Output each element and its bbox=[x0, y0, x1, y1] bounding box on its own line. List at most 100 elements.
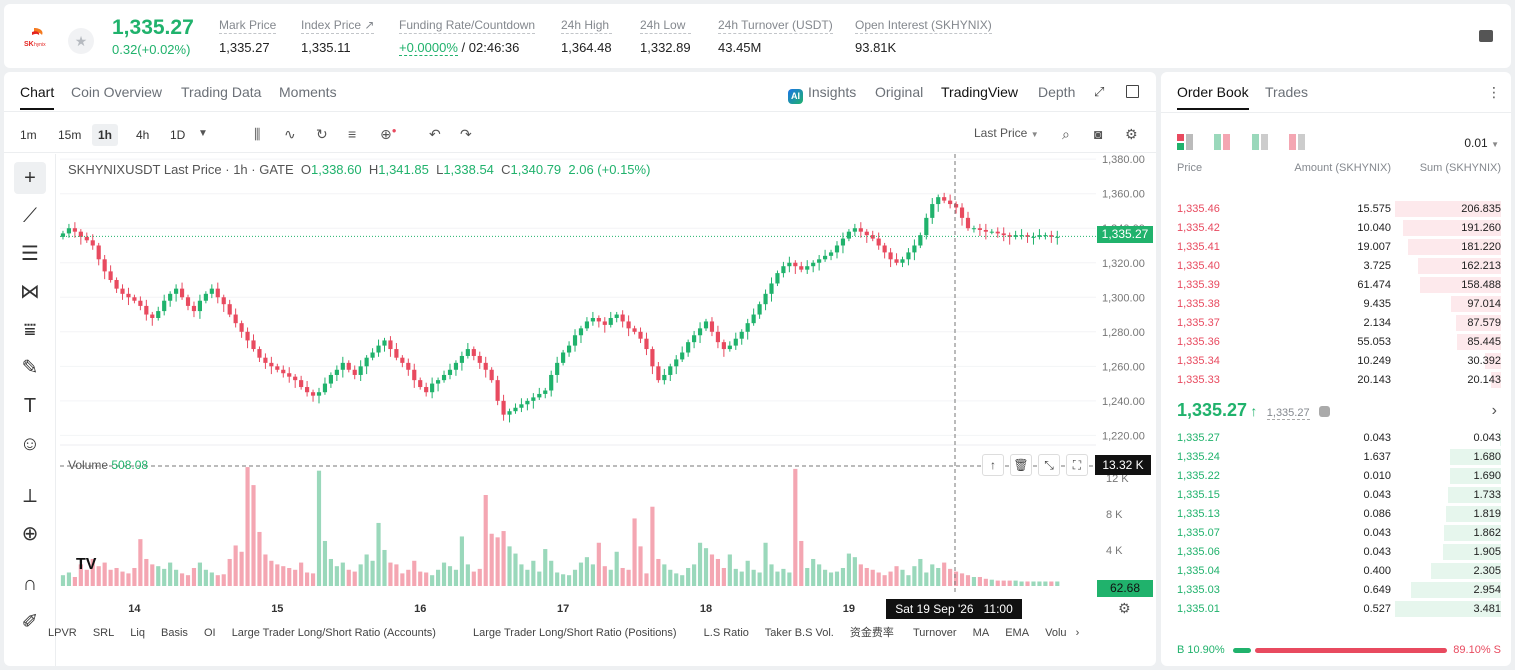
timeframe-1h[interactable]: 1h bbox=[92, 124, 119, 146]
bids-only-icon[interactable] bbox=[1251, 134, 1268, 150]
tab-coin-overview[interactable]: Coin Overview bbox=[71, 84, 163, 100]
indicator-funding-rate[interactable]: 资金费率 bbox=[849, 627, 894, 639]
index-price-stat[interactable]: Index Price ↗ 1,335.11 bbox=[301, 18, 375, 55]
funding-rate-stat[interactable]: Funding Rate/Countdown +0.0000% / 02:46:… bbox=[399, 18, 536, 56]
bid-row[interactable]: 1,335.01 0.527 3.481 bbox=[1177, 600, 1501, 618]
add-indicator-icon[interactable]: ⊕● bbox=[380, 126, 397, 142]
ask-row[interactable]: 1,335.42 10.040 191.260 bbox=[1177, 219, 1501, 237]
mark-price-stat[interactable]: Mark Price 1,335.27 bbox=[219, 18, 277, 55]
indicator-turnover[interactable]: Turnover bbox=[912, 627, 957, 639]
delete-icon[interactable]: 🗑 bbox=[1010, 454, 1032, 476]
volume-bar bbox=[781, 568, 786, 586]
asks-only-icon[interactable] bbox=[1289, 134, 1306, 150]
candle-body bbox=[465, 349, 470, 356]
timeframe-1m[interactable]: 1m bbox=[20, 128, 37, 142]
indicator-liq[interactable]: Liq bbox=[130, 627, 145, 639]
indicator-ls-accounts[interactable]: Large Trader Long/Short Ratio (Accounts) bbox=[231, 627, 436, 639]
ask-row[interactable]: 1,335.34 10.249 30.392 bbox=[1177, 352, 1501, 370]
tab-trading-data[interactable]: Trading Data bbox=[181, 84, 262, 100]
settings-gear-icon[interactable]: ⚙ bbox=[1125, 126, 1138, 142]
refresh-icon[interactable]: ↻ bbox=[316, 126, 328, 142]
maximize-icon[interactable]: ⛶ bbox=[1066, 454, 1088, 476]
favorite-star-icon[interactable]: ★ bbox=[68, 28, 94, 54]
bid-row[interactable]: 1,335.04 0.400 2.305 bbox=[1177, 562, 1501, 580]
collapse-icon[interactable]: ⤡ bbox=[1038, 454, 1060, 476]
chevron-right-icon[interactable]: › bbox=[1491, 402, 1497, 419]
book-icon[interactable] bbox=[1479, 30, 1493, 42]
bid-row[interactable]: 1,335.06 0.043 1.905 bbox=[1177, 543, 1501, 561]
volume-bar bbox=[126, 573, 131, 586]
tab-tradingview[interactable]: TradingView bbox=[941, 84, 1019, 100]
tab-depth[interactable]: Depth bbox=[1038, 84, 1076, 100]
bids-asks-icon[interactable] bbox=[1214, 134, 1231, 150]
tab-trades[interactable]: Trades bbox=[1265, 84, 1309, 100]
screenshot-icon[interactable]: ◙ bbox=[1094, 126, 1103, 142]
price-source-select[interactable]: Last Price ▼ bbox=[974, 126, 1039, 140]
tab-chart[interactable]: Chart bbox=[20, 84, 55, 110]
tab-moments[interactable]: Moments bbox=[279, 84, 337, 100]
brush-icon[interactable]: ✎ bbox=[21, 357, 39, 379]
bid-row[interactable]: 1,335.07 0.043 1.862 bbox=[1177, 524, 1501, 542]
search-icon[interactable]: ⌕ bbox=[1062, 126, 1070, 142]
indicator-ma[interactable]: MA bbox=[972, 627, 990, 639]
candle-type-icon[interactable]: ⫼ bbox=[254, 126, 261, 142]
chevron-right-icon[interactable]: › bbox=[1075, 627, 1080, 639]
zoom-icon[interactable]: ⊕ bbox=[21, 523, 39, 545]
precision-select[interactable]: 0.01 ▼ bbox=[1464, 136, 1499, 150]
bid-row[interactable]: 1,335.27 0.043 0.043 bbox=[1177, 429, 1501, 447]
text-tool-icon[interactable]: T bbox=[23, 395, 37, 417]
magnet-icon[interactable]: ∩ bbox=[22, 573, 38, 595]
indicator-ls-positions[interactable]: Large Trader Long/Short Ratio (Positions… bbox=[472, 627, 677, 639]
tab-order-book[interactable]: Order Book bbox=[1177, 84, 1249, 110]
indicator-lpvr[interactable]: LPVR bbox=[48, 627, 77, 639]
timeframe-1d[interactable]: 1D bbox=[170, 128, 186, 142]
indicator-taker-vol[interactable]: Taker B.S Vol. bbox=[764, 627, 834, 639]
indicators-icon[interactable]: ∿ bbox=[284, 126, 296, 142]
move-up-icon[interactable]: ↑ bbox=[982, 454, 1004, 476]
ask-row[interactable]: 1,335.39 61.474 158.488 bbox=[1177, 276, 1501, 294]
timeframe-dropdown-icon[interactable]: ▼ bbox=[198, 128, 208, 139]
more-menu-icon[interactable]: ⋮ bbox=[1487, 84, 1501, 100]
crosshair-icon[interactable]: + bbox=[14, 162, 46, 194]
indicator-srl[interactable]: SRL bbox=[92, 627, 115, 639]
ruler-icon[interactable]: ⟂ bbox=[23, 485, 37, 507]
bid-row[interactable]: 1,335.22 0.010 1.690 bbox=[1177, 467, 1501, 485]
bid-row[interactable]: 1,335.15 0.043 1.733 bbox=[1177, 486, 1501, 504]
templates-icon[interactable]: ≡ bbox=[348, 126, 357, 142]
row-price: 1,335.03 bbox=[1177, 584, 1220, 596]
ask-row[interactable]: 1,335.38 9.435 97.014 bbox=[1177, 295, 1501, 313]
emoji-icon[interactable]: ☺ bbox=[19, 433, 41, 455]
bid-row[interactable]: 1,335.03 0.649 2.954 bbox=[1177, 581, 1501, 599]
indicator-oi[interactable]: OI bbox=[204, 627, 216, 639]
both-sides-icon[interactable] bbox=[1177, 134, 1193, 150]
expand-icon[interactable]: ⤢ bbox=[1094, 84, 1105, 99]
ask-row[interactable]: 1,335.33 20.143 20.143 bbox=[1177, 371, 1501, 389]
ask-row[interactable]: 1,335.46 15.575 206.835 bbox=[1177, 200, 1501, 218]
indicator-ls-ratio[interactable]: L.S Ratio bbox=[703, 627, 749, 639]
bid-row[interactable]: 1,335.13 0.086 1.819 bbox=[1177, 505, 1501, 523]
horizontal-lines-icon[interactable]: ☰ bbox=[21, 243, 39, 265]
pencil-icon[interactable]: ✐ bbox=[21, 611, 39, 633]
ask-row[interactable]: 1,335.40 3.725 162.213 bbox=[1177, 257, 1501, 275]
undo-icon[interactable]: ↶ bbox=[429, 126, 441, 142]
ask-row[interactable]: 1,335.37 2.134 87.579 bbox=[1177, 314, 1501, 332]
price-chart[interactable]: 1,380.001,360.001,340.001,320.001,300.00… bbox=[60, 154, 1152, 624]
fib-icon[interactable]: ⩸ bbox=[23, 319, 37, 341]
indicator-basis[interactable]: Basis bbox=[161, 627, 188, 639]
redo-icon[interactable]: ↷ bbox=[460, 126, 472, 142]
trendline-icon[interactable]: ⟋ bbox=[23, 205, 37, 227]
tradingview-logo[interactable]: TV bbox=[76, 556, 97, 573]
timeframe-4h[interactable]: 4h bbox=[136, 128, 150, 142]
tab-original[interactable]: Original bbox=[875, 84, 924, 100]
tab-insights[interactable]: AI Insights bbox=[788, 84, 856, 104]
pattern-icon[interactable]: ⋈ bbox=[20, 281, 40, 303]
indicator-ema[interactable]: EMA bbox=[1005, 627, 1030, 639]
timeframe-15m[interactable]: 15m bbox=[58, 128, 82, 142]
bid-row[interactable]: 1,335.24 1.637 1.680 bbox=[1177, 448, 1501, 466]
ask-row[interactable]: 1,335.41 19.007 181.220 bbox=[1177, 238, 1501, 256]
window-icon[interactable] bbox=[1126, 85, 1139, 98]
mid-price-row[interactable]: 1,335.27 ↑ 1,335.27 › bbox=[1177, 400, 1501, 424]
indicator-volume[interactable]: Volu bbox=[1045, 627, 1067, 639]
ask-row[interactable]: 1,335.36 55.053 85.445 bbox=[1177, 333, 1501, 351]
chart-settings-icon[interactable]: ⚙ bbox=[1118, 600, 1131, 616]
